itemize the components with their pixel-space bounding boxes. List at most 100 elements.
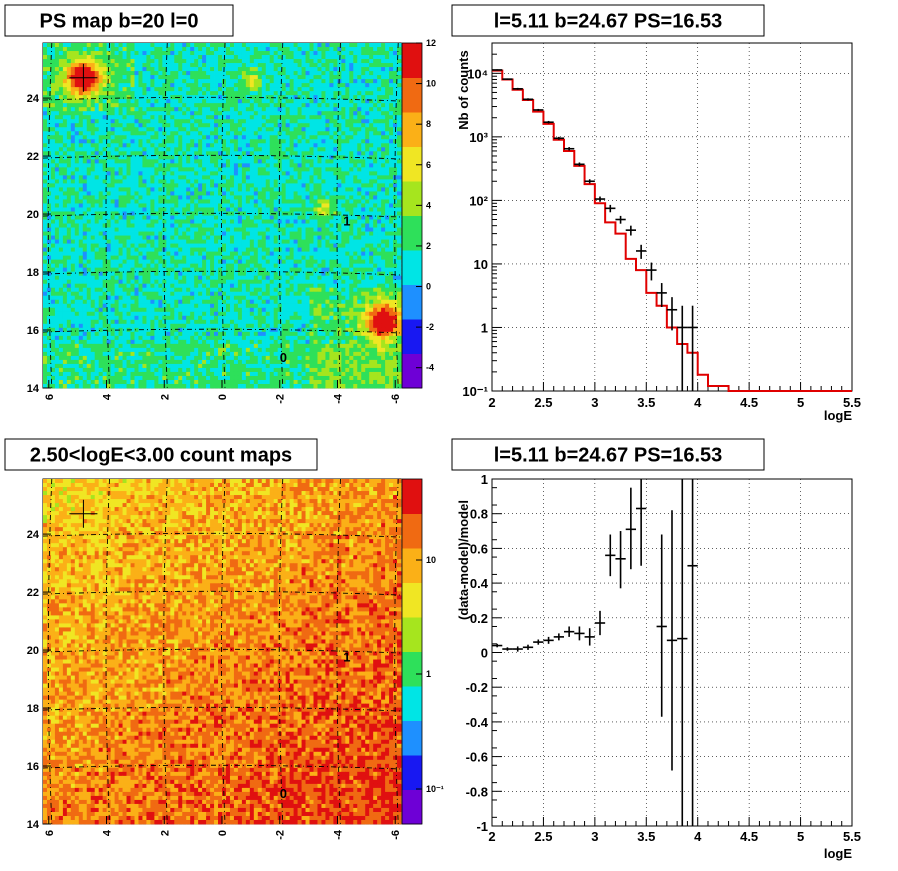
- map-cell: [202, 227, 207, 232]
- map-cell: [70, 171, 76, 176]
- map-cell: [253, 167, 259, 172]
- map-cell: [130, 211, 135, 216]
- map-cell: [122, 147, 127, 152]
- map-cell: [178, 71, 183, 76]
- map-cell: [285, 163, 291, 168]
- map-cell: [58, 151, 64, 156]
- map-cell: [154, 119, 159, 124]
- map-cell: [385, 223, 390, 228]
- map-cell: [166, 155, 171, 160]
- map-cell: [146, 235, 151, 240]
- map-cell: [86, 47, 92, 52]
- map-cell: [297, 231, 302, 236]
- map-cell: [198, 191, 203, 196]
- map-cell: [301, 179, 306, 184]
- map-cell: [162, 47, 167, 52]
- map-cell: [74, 243, 80, 248]
- map-cell: [102, 199, 108, 204]
- map-cell: [373, 227, 378, 232]
- map-cell: [253, 243, 259, 248]
- map-cell: [122, 47, 127, 52]
- map-cell: [162, 227, 167, 232]
- map-cell: [86, 139, 92, 144]
- map-cell: [66, 99, 72, 104]
- map-cell: [130, 263, 135, 269]
- map-cell: [190, 151, 195, 156]
- map-cell: [194, 207, 199, 212]
- map-cell: [94, 71, 100, 76]
- map-cell: [186, 63, 191, 68]
- map-cell: [245, 175, 251, 180]
- map-cell: [261, 67, 267, 72]
- map-cell: [285, 111, 291, 116]
- map-cell: [218, 63, 223, 68]
- map-cell: [134, 71, 139, 76]
- map-cell: [114, 79, 119, 84]
- map-cell: [281, 43, 287, 48]
- map-cell: [154, 255, 159, 261]
- map-cell: [126, 147, 131, 152]
- map-cell: [206, 83, 211, 88]
- map-cell: [325, 195, 330, 200]
- map-cell: [273, 99, 279, 104]
- map-cell: [178, 203, 183, 208]
- map-cell: [218, 179, 223, 184]
- map-cell: [202, 231, 207, 236]
- map-cell: [357, 71, 362, 76]
- map-cell: [78, 79, 84, 84]
- map-cell: [46, 247, 52, 252]
- map-cell: [142, 179, 147, 184]
- map-cell: [349, 159, 354, 164]
- map-cell: [393, 183, 398, 188]
- map-cell: [229, 259, 235, 265]
- map-cell: [218, 239, 223, 244]
- map-cell: [94, 103, 100, 108]
- map-cell: [222, 223, 227, 228]
- map-cell: [261, 215, 267, 220]
- map-cell: [369, 143, 374, 148]
- map-cell: [321, 63, 326, 68]
- map-cell: [58, 63, 64, 68]
- map-cell: [357, 59, 362, 64]
- map-cell: [130, 255, 135, 261]
- map-cell: [313, 75, 318, 80]
- map-cell: [249, 247, 255, 252]
- map-cell: [297, 171, 302, 176]
- map-cell: [202, 179, 207, 184]
- map-cell: [229, 135, 235, 140]
- map-cell: [297, 227, 302, 232]
- map-cell: [293, 191, 298, 196]
- map-cell: [194, 199, 199, 204]
- map-cell: [158, 235, 163, 240]
- map-cell: [309, 107, 314, 112]
- map-cell: [62, 95, 68, 100]
- map-cell: [357, 251, 362, 257]
- map-cell: [397, 119, 402, 124]
- map-cell: [170, 95, 175, 100]
- map-cell: [154, 67, 159, 72]
- map-cell: [110, 83, 115, 88]
- map-cell: [337, 195, 342, 200]
- map-cell: [225, 75, 231, 80]
- map-cell: [257, 115, 263, 120]
- map-cell: [313, 207, 318, 212]
- map-cell: [190, 111, 195, 116]
- map-cell: [142, 43, 147, 48]
- map-cell: [170, 255, 175, 261]
- map-cell: [98, 191, 104, 196]
- map-cell: [357, 227, 362, 232]
- map-cell: [54, 259, 60, 265]
- map-cell: [245, 243, 251, 248]
- map-cell: [102, 103, 108, 108]
- map-cell: [90, 87, 96, 92]
- map-cell: [138, 167, 143, 172]
- map-cell: [261, 191, 267, 196]
- map-cell: [277, 75, 283, 80]
- map-cell: [289, 143, 294, 148]
- map-cell: [54, 151, 60, 156]
- map-cell: [393, 179, 398, 184]
- map-cell: [210, 107, 215, 112]
- map-cell: [186, 43, 191, 48]
- map-cell: [122, 235, 127, 240]
- map-cell: [190, 59, 195, 64]
